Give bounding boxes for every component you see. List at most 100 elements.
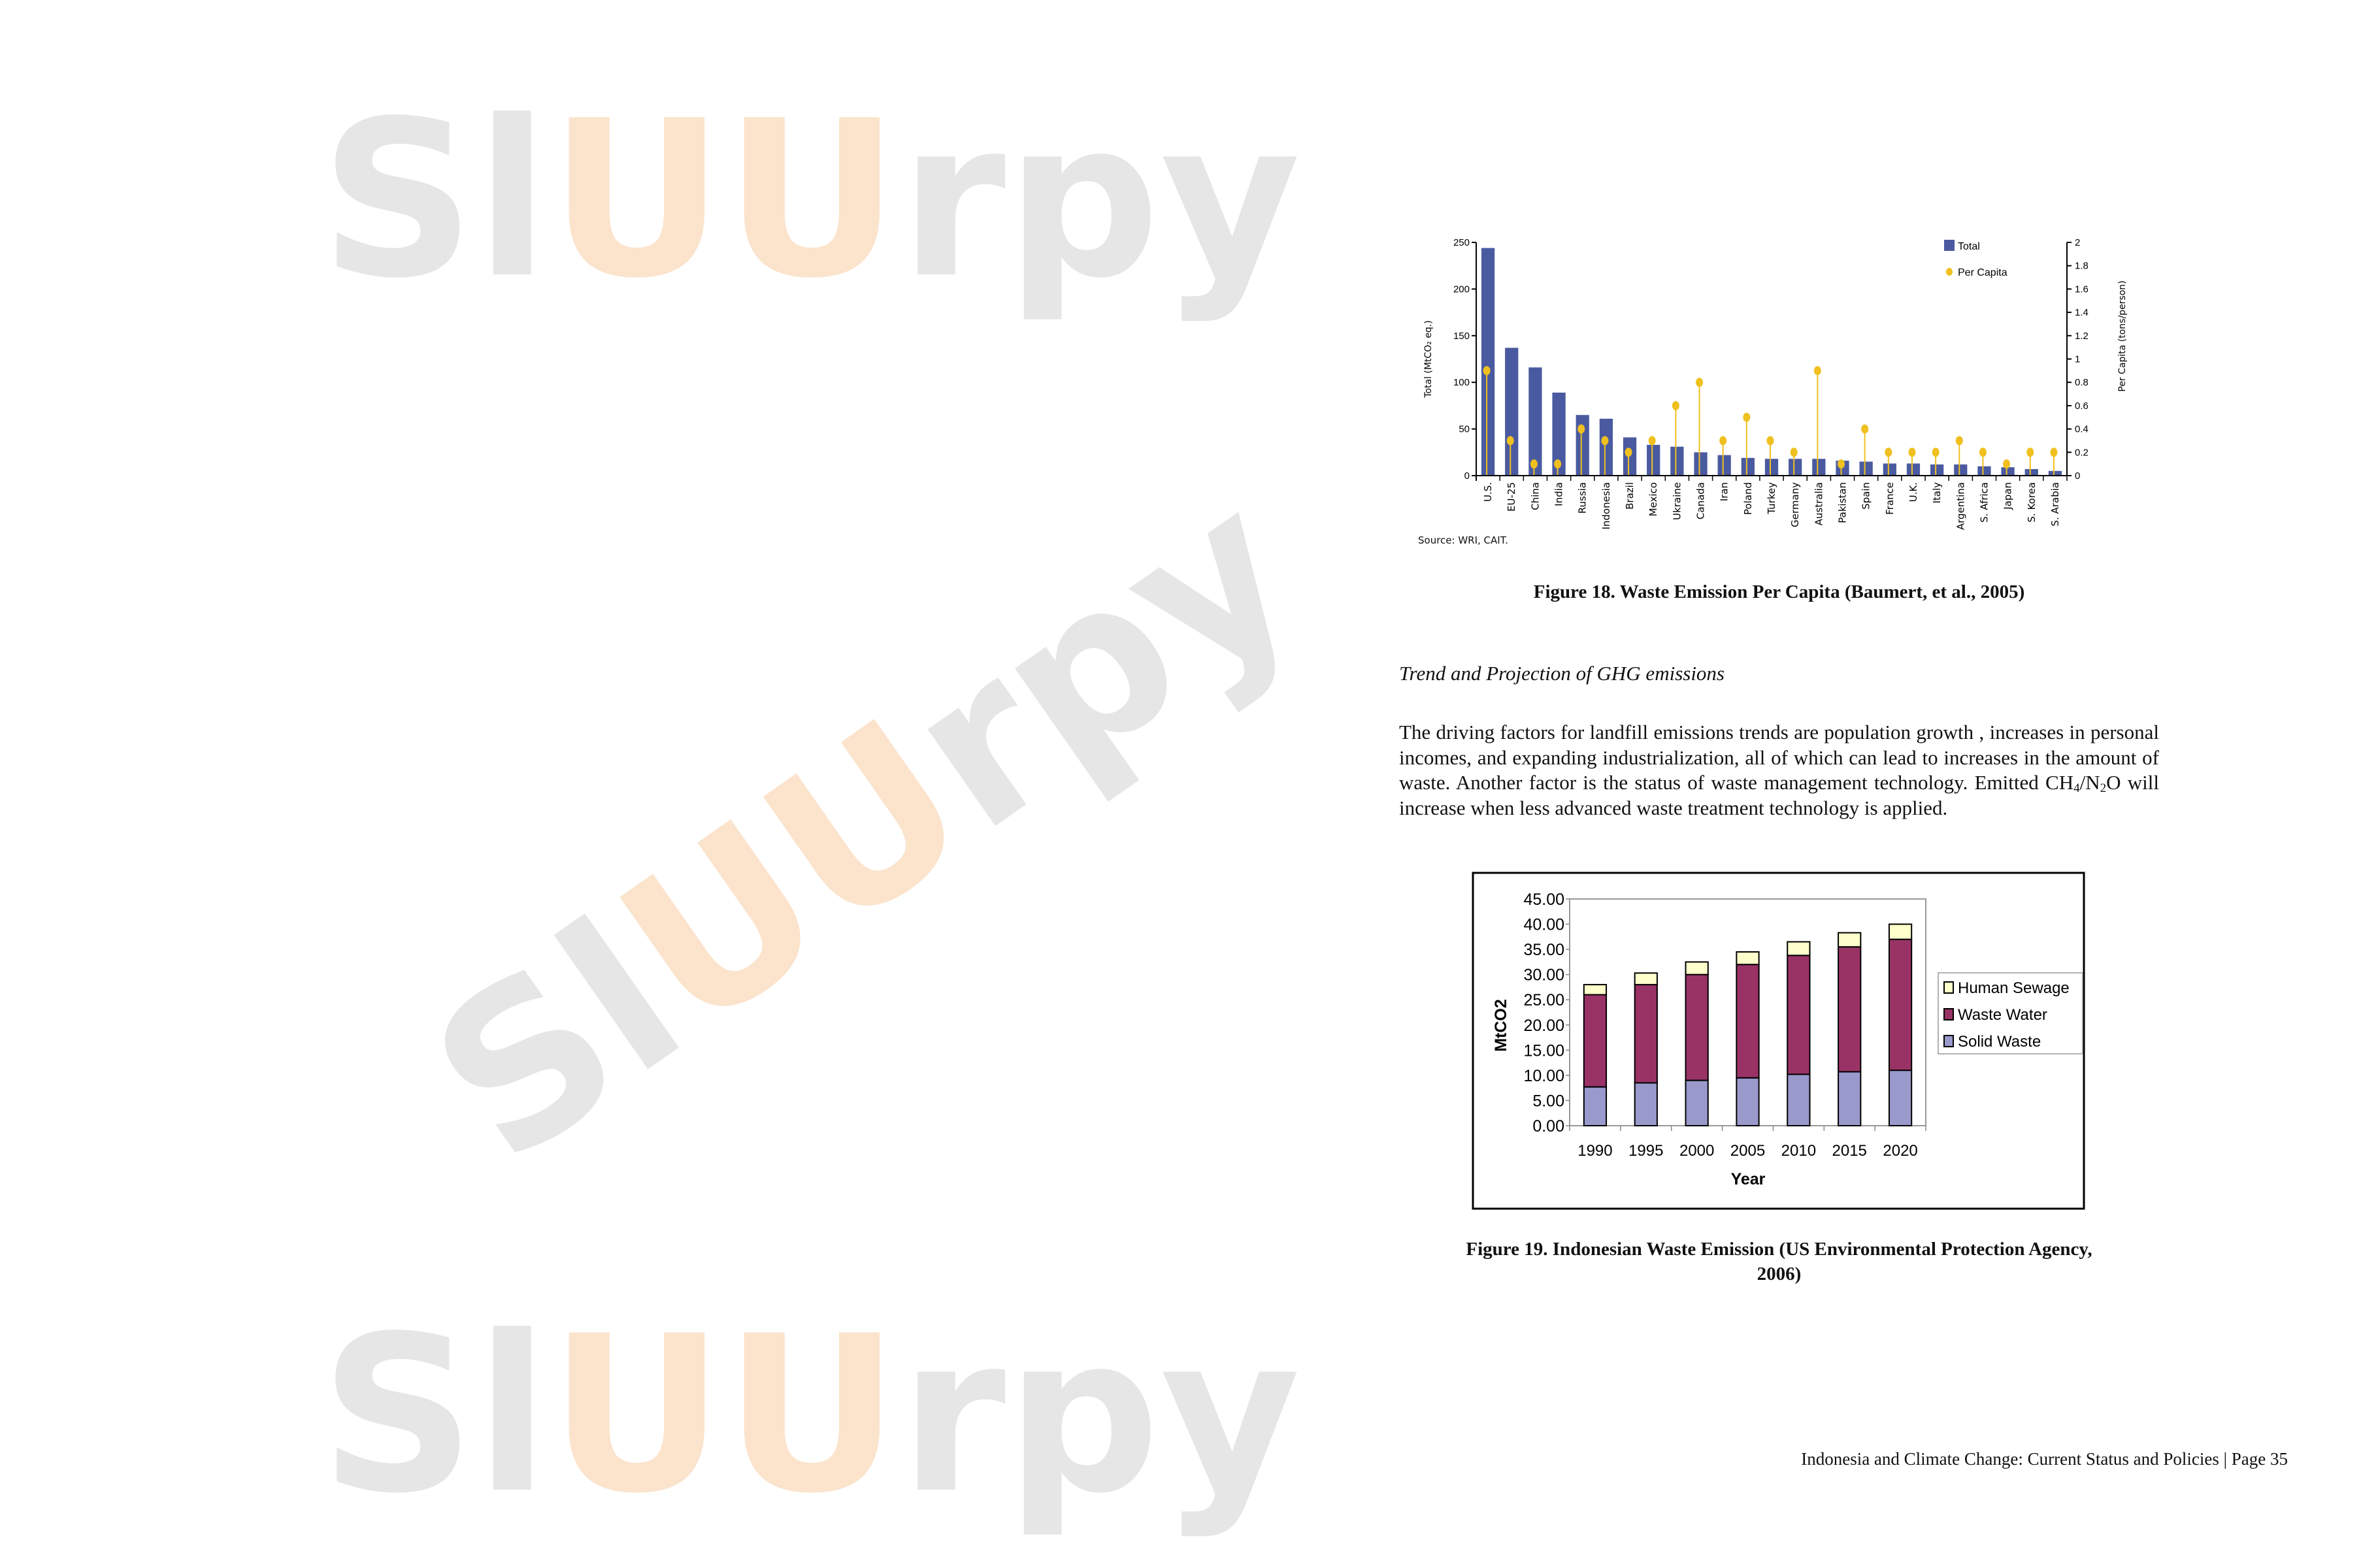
stacked-bar-segment	[1583, 1086, 1608, 1126]
per-capita-dot	[1672, 400, 1679, 410]
stacked-bar-segment	[1787, 941, 1811, 956]
x-tick-label: India	[1553, 482, 1565, 506]
y-tick-label: 25.00	[1523, 991, 1564, 1009]
y-tick-label: 10.00	[1523, 1067, 1564, 1085]
x-tick-label: 2005	[1730, 1142, 1765, 1160]
body-paragraph: The driving factors for landfill emissio…	[1399, 720, 2159, 821]
x-tick-label: Iran	[1719, 482, 1730, 501]
per-capita-dot	[1932, 448, 1940, 457]
x-tick-label: Germany	[1789, 482, 1801, 527]
figure19-chart: 1990 1995 2000 2005 2010 2015 2020 0.00 5.00 10.0…	[1472, 872, 2085, 1210]
per-capita-dot	[1648, 436, 1656, 446]
stacked-bar-segment	[1838, 932, 1862, 948]
section-heading: Trend and Projection of GHG emissions	[1399, 662, 1725, 685]
legend-total-label: Total	[1958, 241, 1980, 252]
stacked-bar-segment	[1583, 994, 1608, 1088]
x-tick-label: Japan	[2002, 482, 2014, 510]
per-capita-dot	[2026, 448, 2034, 457]
total-bar	[1599, 418, 1613, 476]
legend-swatch	[1943, 1008, 1954, 1021]
x-tick-label: Argentina	[1955, 482, 1966, 530]
watermark-text: rpy	[899, 74, 1300, 325]
x-tick-label: EU-25	[1506, 482, 1517, 512]
total-bar	[1481, 248, 1495, 476]
x-tick-label: Turkey	[1766, 482, 1777, 515]
x-tick-label: S. Arabia	[2049, 482, 2061, 527]
watermark-logo: SlUUrpy	[391, 442, 1339, 1210]
per-capita-dot	[1719, 436, 1727, 446]
x-tick-label: Pakistan	[1836, 482, 1848, 523]
stacked-bar-segment	[1634, 972, 1658, 986]
total-bar	[1906, 463, 1921, 476]
total-bar	[1576, 415, 1589, 476]
per-capita-dot	[1577, 424, 1585, 434]
y2-tick-label: 1.4	[2075, 307, 2089, 318]
x-tick-label: Brazil	[1624, 482, 1636, 510]
legend-label: Human Sewage	[1958, 979, 2070, 997]
per-capita-dot	[1861, 424, 1869, 434]
stacked-bar-segment	[1787, 1073, 1811, 1127]
subscript: 4	[2073, 781, 2080, 795]
per-capita-dot	[1506, 436, 1514, 446]
y-tick-label: 0	[1464, 470, 1470, 482]
total-bar	[1741, 457, 1755, 476]
legend-per-capita-swatch	[1946, 268, 1953, 276]
figure19-caption: Figure 19. Indonesian Waste Emission (US…	[1399, 1237, 2159, 1286]
watermark-logo: SlUUrpy	[320, 1290, 1301, 1541]
legend-swatch	[1943, 1035, 1954, 1047]
y2-tick-label: 0.2	[2075, 447, 2089, 458]
stacked-bar-segment	[1888, 923, 1913, 940]
stacked-bar-segment	[1685, 1079, 1709, 1126]
legend-swatch	[1943, 981, 1954, 994]
stacked-bar-segment	[1685, 973, 1709, 1081]
figure19-caption-line: 2006)	[1757, 1264, 1802, 1284]
legend-box	[1938, 972, 2083, 1054]
x-tick-label: 2015	[1832, 1142, 1867, 1160]
watermark-text: UU	[549, 74, 899, 325]
y2-tick-label: 2	[2075, 237, 2080, 248]
x-tick-label: S. Korea	[2026, 482, 2038, 523]
stacked-bar-segment	[1736, 951, 1760, 966]
per-capita-dot	[1696, 378, 1704, 387]
x-tick-label: France	[1884, 482, 1896, 515]
total-bar	[1883, 463, 1896, 476]
stacked-bar-segment	[1736, 1077, 1760, 1126]
x-tick-label: 2010	[1781, 1142, 1816, 1160]
legend-label: Waste Water	[1958, 1006, 2047, 1024]
x-tick-label: Canada	[1695, 482, 1707, 519]
x-tick-label: Mexico	[1647, 482, 1659, 516]
per-capita-dot	[1885, 448, 1892, 457]
total-bar	[2001, 467, 2015, 476]
x-tick-label: China	[1529, 482, 1541, 510]
x-tick-label: Russia	[1577, 482, 1589, 514]
figure18-source: Source: WRI, CAIT.	[1418, 534, 1508, 546]
y-tick-label: 45.00	[1523, 890, 1564, 909]
y2-tick-label: 1	[2075, 354, 2080, 365]
y2-axis-title: Per Capita (tons/person)	[2117, 280, 2128, 391]
per-capita-dot	[1790, 448, 1798, 457]
y2-tick-label: 0.8	[2075, 377, 2089, 388]
total-bar	[1977, 466, 1991, 476]
total-bar	[1717, 455, 1731, 476]
total-bar	[1505, 348, 1519, 476]
y-tick-label: 5.00	[1532, 1092, 1564, 1110]
y-tick-label: 35.00	[1523, 941, 1564, 959]
x-tick-label: 2000	[1679, 1142, 1714, 1160]
y-axis-title: Total (MtCO₂ eq.)	[1423, 320, 1434, 398]
x-tick-label: U.K.	[1907, 482, 1919, 502]
stacked-bar-segment	[1685, 961, 1709, 975]
total-bar	[2024, 469, 2038, 476]
legend-per-capita-label: Per Capita	[1958, 267, 2007, 278]
total-bar	[1859, 461, 1873, 476]
stacked-bar-segment	[1888, 938, 1913, 1071]
y-tick-label: 15.00	[1523, 1041, 1564, 1060]
paragraph-text: The driving factors for landfill emissio…	[1399, 721, 2159, 794]
legend-label: Solid Waste	[1958, 1033, 2041, 1051]
stacked-bar-segment	[1736, 964, 1760, 1079]
y-tick-label: 0.00	[1532, 1117, 1564, 1135]
x-tick-label: 2020	[1883, 1142, 1917, 1160]
stacked-bar-segment	[1583, 984, 1608, 996]
per-capita-dot	[1979, 448, 1987, 457]
